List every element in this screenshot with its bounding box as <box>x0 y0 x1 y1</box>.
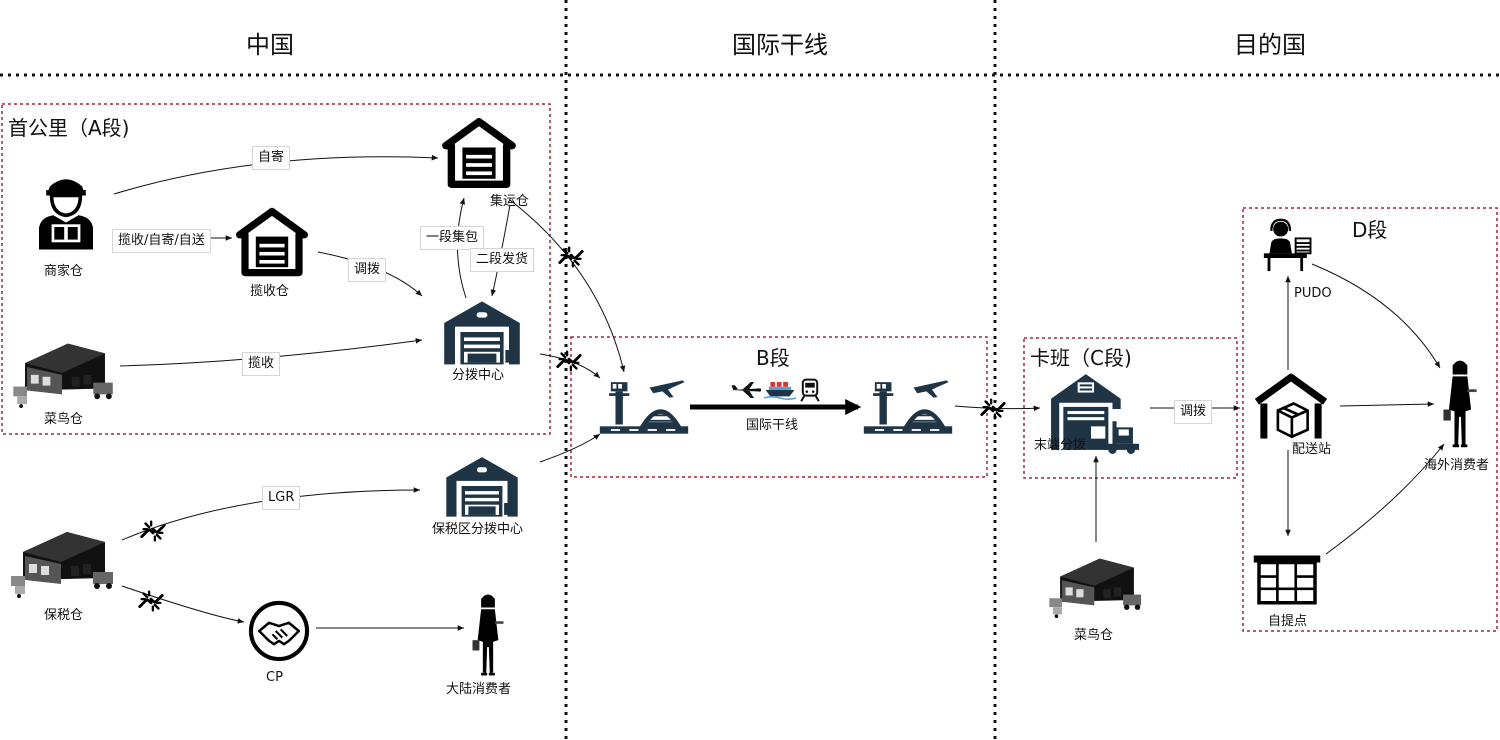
node-label-cp: CP <box>266 670 283 685</box>
sorting-center-icon <box>444 301 520 365</box>
segment-c-title: 卡班（C段) <box>1030 346 1132 370</box>
broken-link-icon <box>138 590 164 612</box>
node-label-cainiao-c: 菜鸟仓 <box>1074 628 1114 643</box>
segment-a-title: 首公里（A段) <box>8 116 130 140</box>
node-label-bonded-wh: 保税仓 <box>44 608 84 623</box>
segment-d-box <box>1242 207 1498 632</box>
locker-icon <box>1252 553 1322 605</box>
merchant-person-icon <box>37 177 95 252</box>
edge-label-second-ship: 二段发货 <box>470 248 535 272</box>
cainiao-warehouse-icon <box>1049 558 1142 618</box>
broken-link-icon <box>556 350 582 372</box>
node-label-delivery-station: 配送站 <box>1292 442 1332 457</box>
edge-locker-consumer <box>1325 443 1445 555</box>
sorting-center-icon <box>446 457 518 517</box>
edge-bonded-cp <box>121 585 245 624</box>
edge-label-transfer-c: 调拨 <box>1174 400 1213 424</box>
edge-station-consumer <box>1339 401 1435 407</box>
broken-link-icon <box>558 246 584 268</box>
cainiao-warehouse-icon <box>11 532 113 598</box>
edge-label-self-send: 自寄 <box>252 146 291 170</box>
region-title-china: 中国 <box>246 31 294 59</box>
node-label-cainiao-a: 菜鸟仓 <box>44 412 84 427</box>
edge-consol-airport <box>509 199 626 373</box>
node-label-bonded-sort: 保税区分拨中心 <box>432 522 524 537</box>
segment-b-title: B段 <box>756 346 790 370</box>
cainiao-warehouse-icon <box>13 343 113 408</box>
node-label-sort-center: 分拨中心 <box>452 368 505 383</box>
node-label-self-pickup: 自提点 <box>1268 614 1308 629</box>
consumer-woman-icon <box>472 594 504 676</box>
edge-label-first-pack: 一段集包 <box>420 226 485 250</box>
delivery-box-icon <box>1257 377 1325 438</box>
warehouse-house-icon <box>240 211 305 272</box>
node-label-pickup-wh: 揽收仓 <box>250 284 290 299</box>
edge-bonded-airport <box>539 433 601 463</box>
node-label-consol-wh: 集运仓 <box>490 194 530 209</box>
pudo-desk-icon <box>1262 218 1312 273</box>
plane-icon <box>731 382 762 398</box>
airport-icon <box>864 380 952 433</box>
edge-pudo-consumer <box>1311 263 1441 369</box>
node-label-pudo: PUDO <box>1294 286 1332 301</box>
node-label-merchant: 商家仓 <box>44 264 84 279</box>
region-title-destination: 目的国 <box>1234 31 1306 59</box>
handshake-icon <box>251 603 307 659</box>
region-title-trunk: 国际干线 <box>732 31 828 59</box>
train-icon <box>800 378 820 402</box>
segment-a-box <box>1 103 551 435</box>
ship-icon <box>764 381 796 401</box>
consumer-woman-icon <box>1443 360 1477 448</box>
edge-label-pickup-options: 揽收/自寄/自送 <box>112 229 211 253</box>
edge-label-lgr: LGR <box>262 486 301 510</box>
airport-icon <box>600 380 688 433</box>
node-label-trunk: 国际干线 <box>746 418 799 433</box>
edge-label-transfer-a: 调拨 <box>348 258 387 282</box>
warehouse-house-icon <box>446 122 512 185</box>
segment-d-title: D段 <box>1352 218 1388 242</box>
node-label-last-mile-sort: 末端分拨 <box>1034 438 1087 453</box>
edge-label-pickup: 揽收 <box>242 352 281 376</box>
node-label-overseas-consumer: 海外消费者 <box>1424 458 1490 473</box>
node-label-mainland-consumer: 大陆消费者 <box>446 682 512 697</box>
